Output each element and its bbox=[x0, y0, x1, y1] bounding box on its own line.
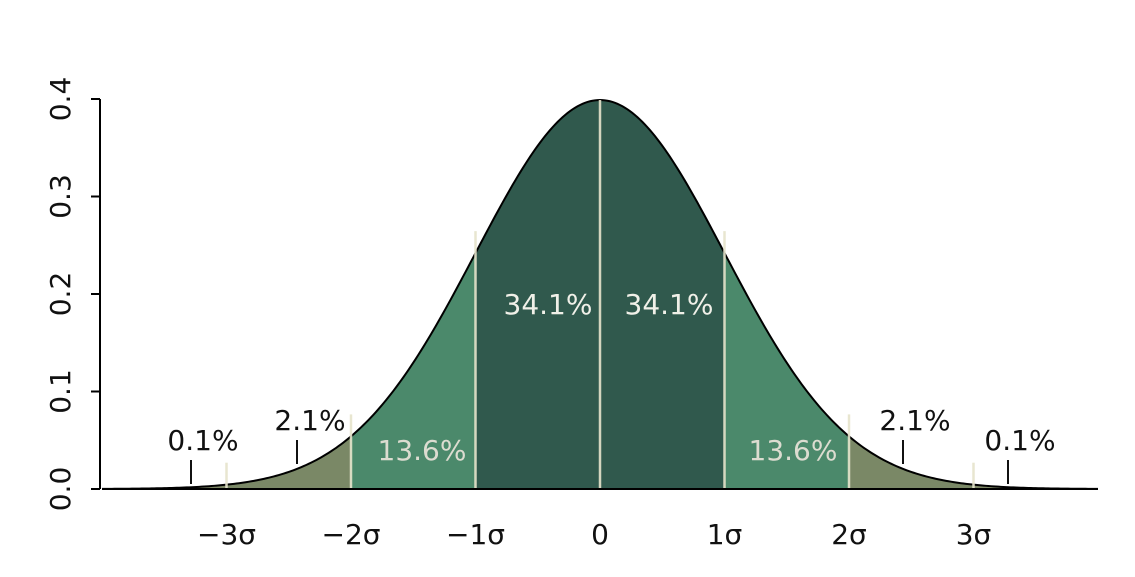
y-tick-label: 0.1 bbox=[44, 369, 77, 414]
x-tick-label: 3σ bbox=[956, 518, 992, 551]
region-label: 13.6% bbox=[749, 434, 838, 467]
y-tick-label: 0.2 bbox=[44, 272, 77, 317]
x-tick-label: 1σ bbox=[707, 518, 743, 551]
region-area bbox=[849, 436, 974, 489]
x-tick-label: 0 bbox=[591, 518, 609, 551]
region-label: 0.1% bbox=[167, 424, 238, 457]
region-area bbox=[226, 436, 351, 489]
x-tick-label: −1σ bbox=[446, 518, 505, 551]
y-tick-label: 0.3 bbox=[44, 174, 77, 219]
x-tick-label: −2σ bbox=[321, 518, 380, 551]
region-label: 0.1% bbox=[984, 424, 1055, 457]
region-label: 2.1% bbox=[274, 404, 345, 437]
x-tick-label: 2σ bbox=[831, 518, 867, 551]
y-tick-label: 0.0 bbox=[44, 467, 77, 512]
region-label: 2.1% bbox=[879, 404, 950, 437]
y-tick-label: 0.4 bbox=[44, 77, 77, 122]
x-tick-label: −3σ bbox=[197, 518, 256, 551]
region-label: 34.1% bbox=[625, 288, 714, 321]
region-label: 13.6% bbox=[378, 434, 467, 467]
region-label: 34.1% bbox=[504, 288, 593, 321]
density-curve bbox=[101, 99, 1099, 490]
